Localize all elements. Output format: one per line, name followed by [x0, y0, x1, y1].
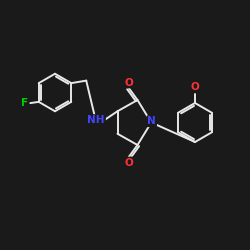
- Text: N: N: [147, 116, 156, 126]
- Text: O: O: [124, 78, 133, 88]
- Text: O: O: [124, 158, 133, 168]
- Text: NH: NH: [88, 115, 105, 125]
- Text: F: F: [22, 98, 29, 108]
- Text: O: O: [191, 82, 200, 92]
